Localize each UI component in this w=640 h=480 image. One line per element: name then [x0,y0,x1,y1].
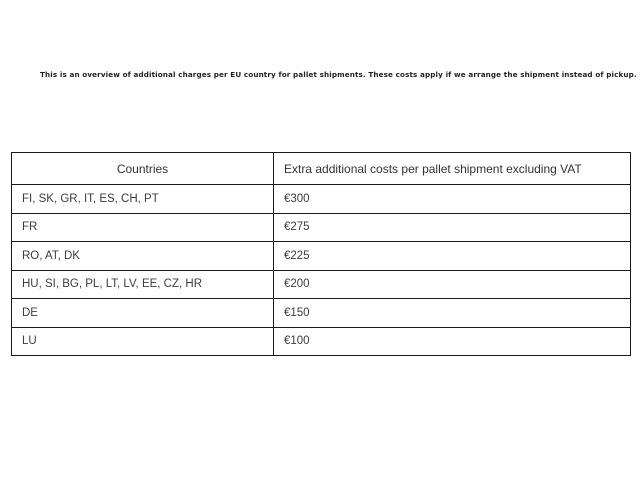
cell-cost: €150 [273,298,631,328]
cell-countries: RO, AT, DK [11,241,274,271]
table-row: RO, AT, DK €225 [11,241,631,271]
cell-countries: DE [11,298,274,328]
cell-countries: FR [11,212,274,242]
table-row: FI, SK, GR, IT, ES, CH, PT €300 [11,184,631,214]
intro-paragraph: This is an overview of additional charge… [40,70,637,80]
table-row: HU, SI, BG, PL, LT, LV, EE, CZ, HR €200 [11,269,631,299]
cell-countries: HU, SI, BG, PL, LT, LV, EE, CZ, HR [11,269,274,299]
charges-table: Countries Extra additional costs per pal… [11,152,631,356]
charges-table-container: Countries Extra additional costs per pal… [11,152,631,356]
column-header-countries: Countries [11,152,274,185]
column-header-costs: Extra additional costs per pallet shipme… [273,152,631,185]
table-row: FR €275 [11,212,631,242]
cell-cost: €225 [273,241,631,271]
table-header: Countries Extra additional costs per pal… [11,152,631,185]
cell-cost: €100 [273,326,631,356]
table-body: FI, SK, GR, IT, ES, CH, PT €300 FR €275 … [11,184,631,356]
cell-cost: €200 [273,269,631,299]
table-row: DE €150 [11,298,631,328]
cell-countries: LU [11,326,274,356]
cell-cost: €275 [273,212,631,242]
cell-cost: €300 [273,184,631,214]
table-row: LU €100 [11,326,631,356]
cell-countries: FI, SK, GR, IT, ES, CH, PT [11,184,274,214]
table-header-row: Countries Extra additional costs per pal… [11,152,631,185]
